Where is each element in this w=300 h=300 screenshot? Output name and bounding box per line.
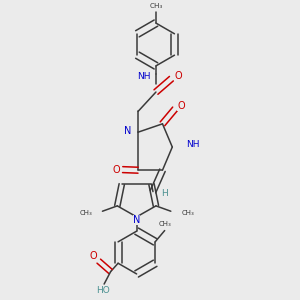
Text: CH₃: CH₃: [159, 221, 172, 227]
Text: O: O: [177, 101, 185, 111]
Text: CH₃: CH₃: [181, 210, 194, 216]
Text: N: N: [133, 215, 140, 225]
Text: CH₃: CH₃: [79, 210, 92, 216]
Text: H: H: [161, 190, 168, 199]
Text: CH₃: CH₃: [149, 3, 163, 9]
Text: O: O: [174, 71, 182, 81]
Text: NH: NH: [187, 140, 200, 149]
Text: HO: HO: [96, 286, 110, 295]
Text: O: O: [112, 165, 120, 175]
Text: N: N: [124, 126, 132, 136]
Text: O: O: [89, 251, 97, 261]
Text: NH: NH: [137, 72, 150, 81]
